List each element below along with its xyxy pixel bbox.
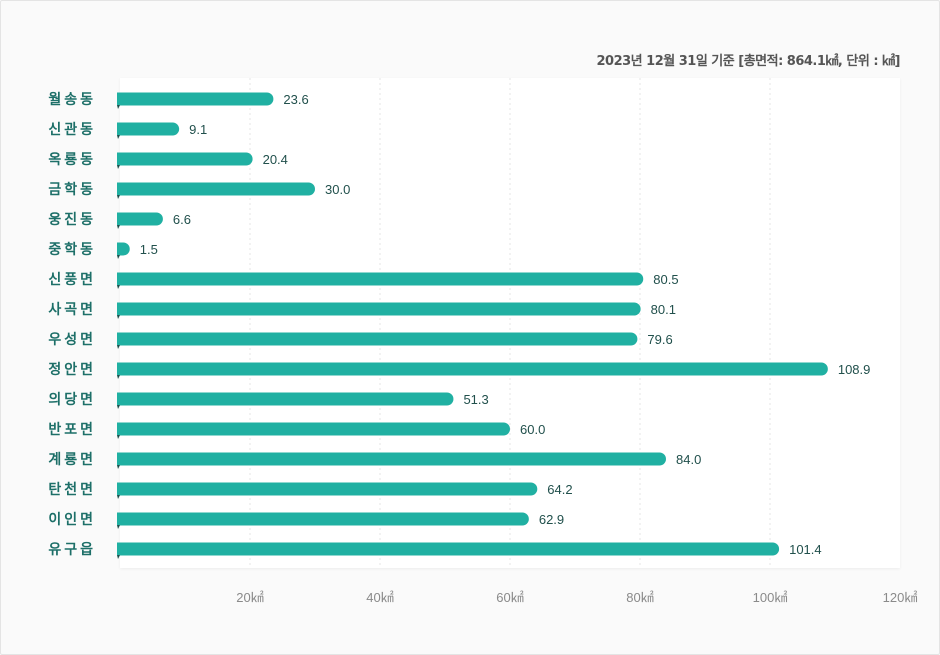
bar-notch [117,225,120,229]
bar-notch [117,135,120,139]
bar [117,122,180,136]
value-label: 51.3 [463,392,488,407]
bar [117,332,638,346]
category-label: 사곡면 [48,301,96,318]
chart-note: 2023년 12월 31일 기준 [총면적: 864.1㎢, 단위 : ㎢] [596,54,900,69]
value-label: 84.0 [676,452,701,467]
value-label: 64.2 [547,482,572,497]
category-label: 의당면 [48,391,96,408]
category-label: 금학동 [48,182,96,198]
category-label: 이인면 [48,511,96,528]
bar-notch [117,285,120,289]
category-label: 유구읍 [48,542,96,558]
bar [117,422,510,436]
bar [117,152,253,166]
category-label: 계룡면 [48,451,96,468]
bar [117,272,644,286]
bar [117,482,538,496]
bar-notch [117,105,120,109]
bar [117,212,163,226]
value-label: 101.4 [789,542,822,557]
bar-notch [117,405,120,409]
bar-notch [117,195,120,199]
category-label: 반포면 [48,421,96,438]
value-label: 30.0 [325,182,350,197]
x-tick-label: 120㎢ [883,590,918,605]
bar [117,362,828,376]
x-tick-label: 60㎢ [496,590,523,605]
value-label: 1.5 [140,242,158,257]
bar [117,452,666,466]
bar-notch [117,315,120,319]
bar-notch [117,495,120,499]
bar [117,182,315,196]
bar-notch [117,465,120,469]
category-label: 정안면 [48,361,96,378]
bar [117,542,780,556]
bar-notch [117,375,120,379]
category-label: 신관동 [48,121,96,138]
bar [117,512,529,526]
category-label: 월송동 [48,91,96,108]
bar [117,302,641,316]
value-label: 6.6 [173,212,191,227]
x-tick-label: 40㎢ [366,590,393,605]
value-label: 79.6 [647,332,672,347]
x-tick-label: 20㎢ [236,590,263,605]
x-tick-label: 100㎢ [753,590,788,605]
value-label: 62.9 [539,512,564,527]
value-label: 23.6 [283,92,308,107]
value-label: 108.9 [838,362,871,377]
bar-notch [117,555,120,559]
bar-notch [117,435,120,439]
bar-notch [117,525,120,529]
bar [117,92,274,106]
bar-notch [117,255,120,259]
value-label: 80.1 [651,302,676,317]
category-label: 중학동 [48,242,96,258]
bar [117,392,454,406]
category-label: 옥룡동 [48,152,96,168]
bar-notch [117,165,120,169]
category-label: 신풍면 [48,271,96,288]
bar [117,242,130,256]
value-label: 9.1 [189,122,207,137]
category-label: 웅진동 [48,211,96,228]
x-tick-label: 80㎢ [626,590,653,605]
category-label: 우성면 [48,331,96,348]
bar-notch [117,345,120,349]
value-label: 80.5 [653,272,678,287]
category-label: 탄천면 [48,481,96,498]
value-label: 60.0 [520,422,545,437]
value-label: 20.4 [263,152,288,167]
